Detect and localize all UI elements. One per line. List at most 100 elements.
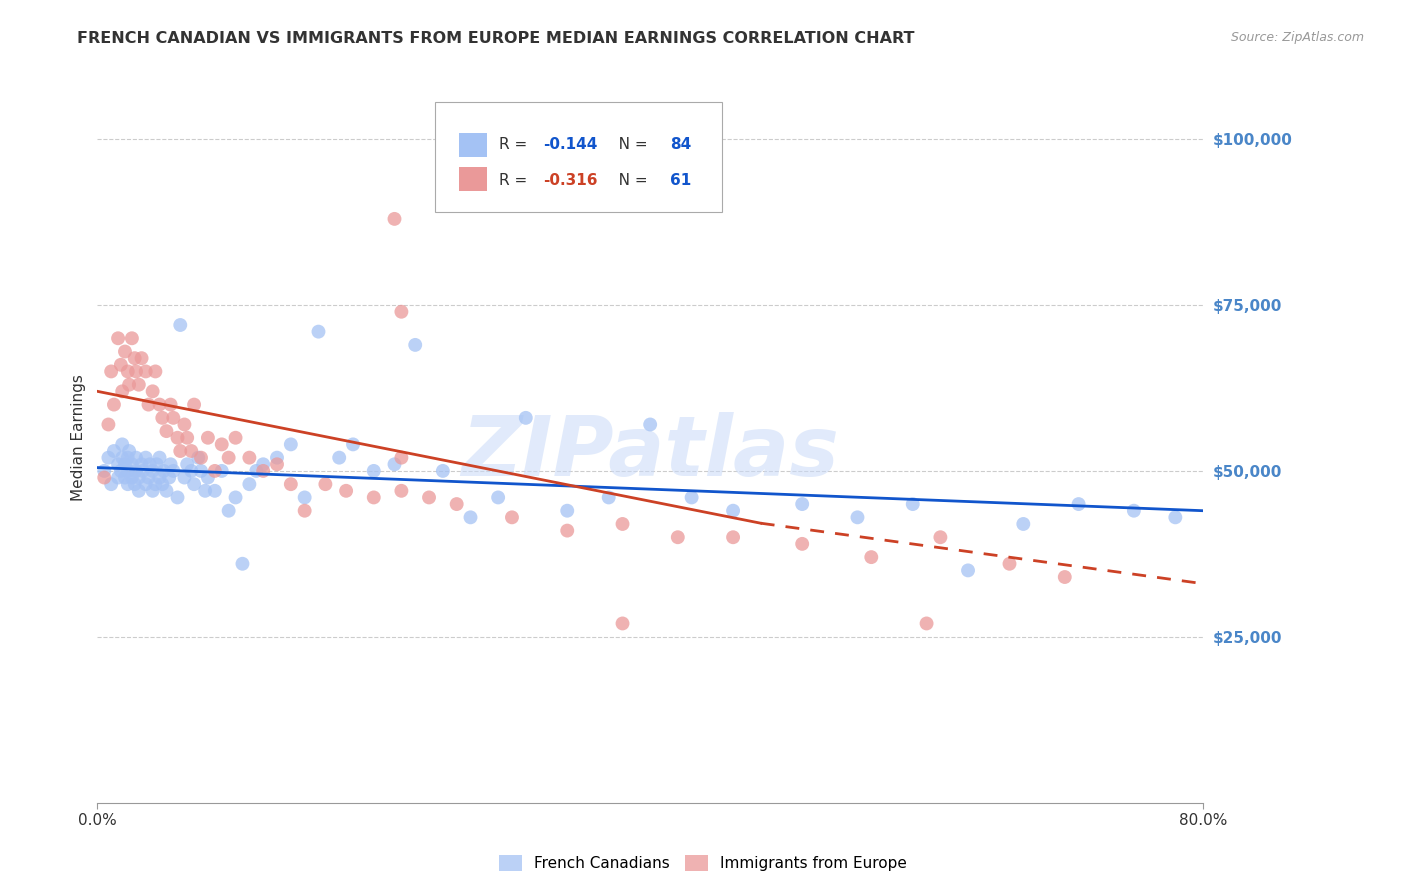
Point (176, 431, 198, 445)
Point (721, 504, 744, 518)
Point (125, 464, 148, 478)
Point (204, 483, 226, 498)
Text: 84: 84 (671, 137, 692, 152)
Point (245, 464, 267, 478)
Point (131, 457, 153, 471)
Point (138, 398, 160, 412)
Point (110, 464, 132, 478)
Point (138, 470, 160, 484)
Point (152, 464, 174, 478)
Point (681, 491, 703, 505)
Point (280, 437, 302, 451)
Point (1122, 504, 1144, 518)
Point (1053, 570, 1076, 584)
Point (384, 211, 406, 226)
Point (266, 457, 288, 471)
Point (128, 377, 150, 392)
Point (404, 338, 426, 352)
Point (294, 491, 316, 505)
Point (159, 457, 181, 471)
Point (169, 444, 191, 458)
Point (111, 384, 134, 399)
Point (159, 398, 181, 412)
Point (93, 470, 115, 484)
Point (107, 331, 129, 345)
Point (252, 464, 274, 478)
Point (97, 417, 120, 432)
Point (121, 331, 143, 345)
Point (384, 457, 406, 471)
Point (957, 563, 980, 577)
Point (97, 450, 120, 465)
Point (342, 437, 364, 451)
Point (432, 464, 454, 478)
FancyBboxPatch shape (458, 168, 486, 191)
Point (114, 344, 136, 359)
Point (389, 304, 412, 318)
Point (846, 510, 869, 524)
Text: ZIPatlas: ZIPatlas (461, 412, 839, 493)
Point (100, 477, 122, 491)
Point (124, 351, 146, 366)
Point (486, 491, 509, 505)
Point (446, 497, 468, 511)
Point (328, 450, 350, 465)
Point (252, 457, 274, 471)
Point (612, 516, 634, 531)
Point (389, 450, 412, 465)
Point (93, 464, 115, 478)
Point (211, 437, 233, 451)
Point (460, 510, 482, 524)
Point (792, 537, 814, 551)
Point (180, 464, 202, 478)
Point (142, 483, 165, 498)
Point (180, 444, 202, 458)
Point (860, 550, 883, 565)
Point (176, 457, 198, 471)
Point (363, 491, 385, 505)
Point (638, 417, 661, 432)
Point (135, 477, 157, 491)
Point (792, 497, 814, 511)
Point (103, 398, 125, 412)
Point (145, 364, 167, 378)
Point (142, 464, 165, 478)
Point (150, 410, 173, 425)
Point (117, 477, 139, 491)
Point (294, 504, 316, 518)
Point (501, 510, 523, 524)
Point (121, 457, 143, 471)
Point (114, 470, 136, 484)
Point (169, 318, 191, 332)
Point (1012, 516, 1035, 531)
Point (197, 470, 219, 484)
Point (190, 464, 212, 478)
Point (150, 477, 173, 491)
Point (183, 398, 205, 412)
Point (155, 483, 177, 498)
Point (117, 364, 139, 378)
Text: R =: R = (499, 173, 531, 188)
Text: 61: 61 (671, 173, 692, 188)
Legend: French Canadians, Immigrants from Europe: French Canadians, Immigrants from Europe (492, 849, 914, 877)
Point (218, 504, 240, 518)
Point (103, 444, 125, 458)
Point (335, 483, 357, 498)
Point (117, 450, 139, 465)
Point (612, 616, 634, 631)
Point (148, 470, 170, 484)
Point (598, 491, 620, 505)
Point (197, 431, 219, 445)
Point (389, 483, 412, 498)
Point (266, 450, 288, 465)
Point (173, 470, 195, 484)
Point (139, 457, 162, 471)
Point (183, 477, 205, 491)
Point (148, 450, 170, 465)
Point (721, 530, 744, 544)
Point (314, 477, 336, 491)
Text: N =: N = (603, 173, 652, 188)
Point (166, 431, 188, 445)
Point (204, 464, 226, 478)
Point (225, 431, 247, 445)
